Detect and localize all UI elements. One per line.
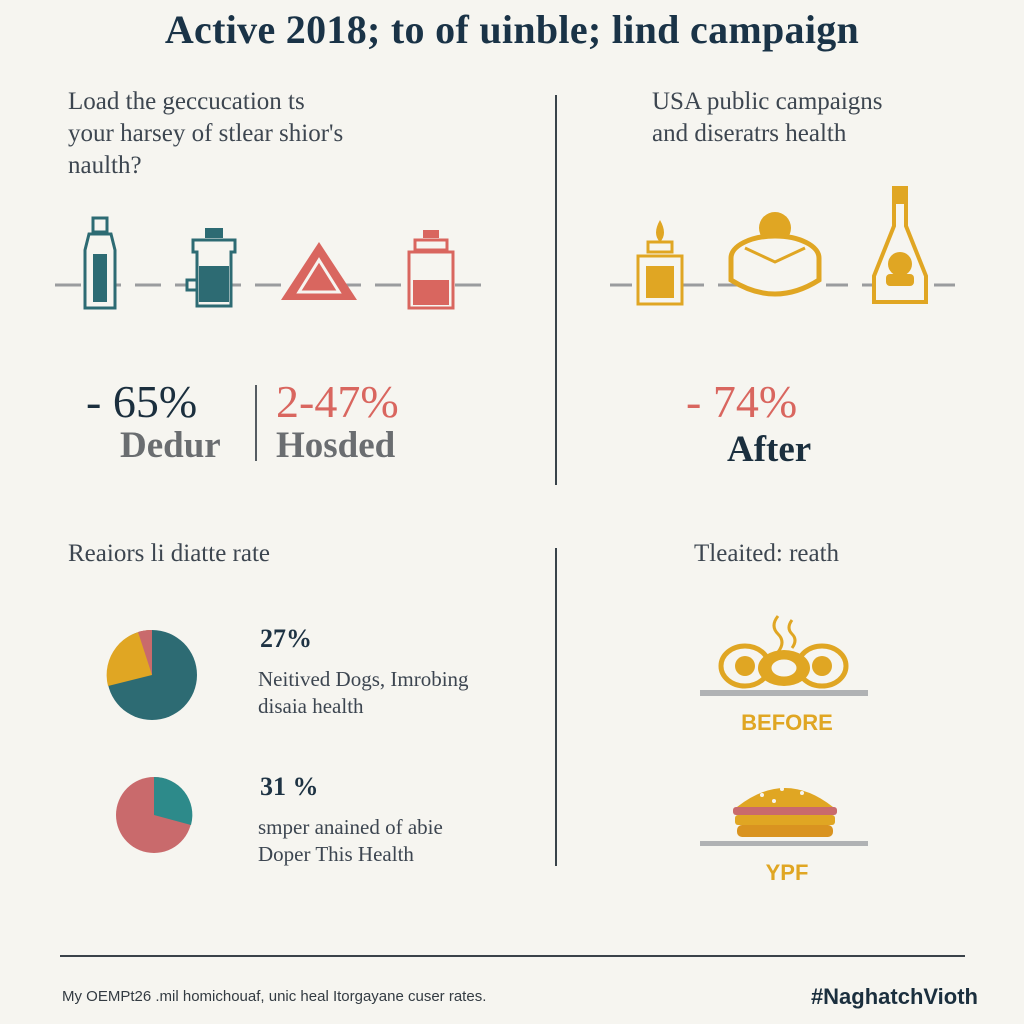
- footer-divider: [60, 955, 965, 957]
- left-question: Load the geccucation ts your harsey of s…: [68, 86, 508, 182]
- jar-icon: [185, 228, 237, 308]
- candle-jar-icon: [636, 220, 684, 306]
- warning-triangle-icon: [281, 242, 357, 300]
- left-icons-row: [55, 216, 495, 310]
- right-question-line-2: and diseratrs health: [652, 120, 847, 147]
- stat-before-value: - 65%: [86, 376, 198, 427]
- after-label: YPF: [765, 860, 809, 885]
- divider-bottom: [555, 548, 557, 866]
- steaming-bread-icon: [700, 615, 868, 696]
- treated-title: Tleaited: reath: [694, 540, 840, 567]
- left-question-line-3: naulth?: [68, 152, 142, 179]
- pie-chart-1: [106, 629, 197, 720]
- pie-2-desc-line-2: Doper This Health: [258, 842, 414, 866]
- sauce-bottle-icon: [872, 186, 928, 304]
- before-label: BEFORE: [741, 710, 833, 735]
- pie-1-desc-line-2: disaia health: [258, 694, 364, 718]
- pie-1-percent: 27%: [260, 624, 312, 653]
- pie-2-percent: 31 %: [260, 772, 319, 801]
- pie-1-desc-line-1: Neitived Dogs, Imrobing: [258, 667, 469, 691]
- right-icons-row: [610, 186, 955, 306]
- bottle-icon: [83, 216, 117, 310]
- cake-icon: [728, 212, 822, 297]
- stat-after-label: Hosded: [276, 425, 396, 466]
- pie-1-desc: Neitived Dogs, Imrobing disaia health: [258, 666, 548, 720]
- pie-chart-2: [116, 776, 193, 853]
- rates-title: Reaiors li diatte rate: [68, 540, 271, 567]
- page-title: Active 2018; to of uinble; lind campaign: [164, 7, 860, 52]
- left-question-line-2: your harsey of stlear shior's: [68, 120, 344, 147]
- pie-2-desc: smper anained of abie Doper This Health: [258, 814, 548, 868]
- footer-note: My OEMPt26 .mil homichouaf, unic heal It…: [62, 988, 487, 1005]
- right-question: USA public campaigns and diseratrs healt…: [652, 86, 992, 150]
- right-stat-value: - 74%: [686, 376, 798, 427]
- stat-before-label: Dedur: [120, 425, 221, 466]
- footer-hashtag: #NaghatchVioth: [810, 984, 978, 1009]
- stat-divider: [255, 385, 257, 461]
- left-question-line-1: Load the geccucation ts: [68, 88, 305, 115]
- right-stat-label: After: [727, 429, 812, 470]
- burger-icon: [700, 787, 868, 846]
- pie-2-desc-line-1: smper anained of abie: [258, 815, 443, 839]
- divider-top: [555, 95, 557, 485]
- stat-after-value: 2-47%: [276, 376, 399, 427]
- right-question-line-1: USA public campaigns: [652, 88, 883, 115]
- container-icon: [407, 230, 455, 310]
